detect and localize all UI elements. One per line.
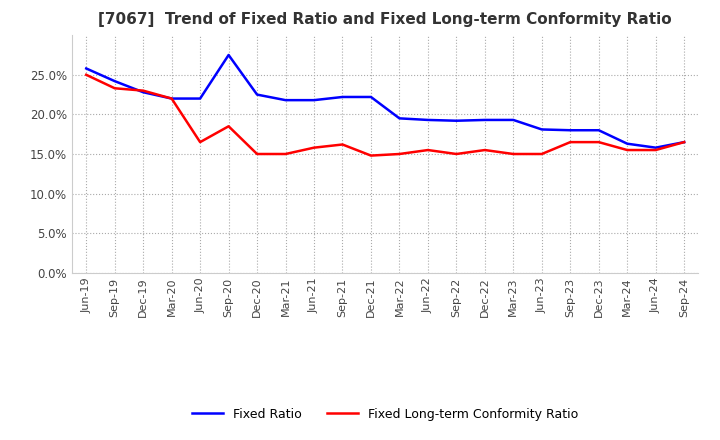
Fixed Ratio bbox=[395, 116, 404, 121]
Fixed Long-term Conformity Ratio bbox=[310, 145, 318, 150]
Fixed Long-term Conformity Ratio bbox=[282, 151, 290, 157]
Fixed Ratio bbox=[595, 128, 603, 133]
Fixed Ratio bbox=[652, 145, 660, 150]
Fixed Ratio bbox=[366, 94, 375, 99]
Fixed Long-term Conformity Ratio bbox=[395, 151, 404, 157]
Fixed Long-term Conformity Ratio bbox=[509, 151, 518, 157]
Fixed Long-term Conformity Ratio bbox=[680, 139, 688, 145]
Fixed Ratio bbox=[282, 98, 290, 103]
Fixed Long-term Conformity Ratio bbox=[480, 147, 489, 153]
Fixed Ratio bbox=[167, 96, 176, 101]
Fixed Ratio bbox=[509, 117, 518, 123]
Legend: Fixed Ratio, Fixed Long-term Conformity Ratio: Fixed Ratio, Fixed Long-term Conformity … bbox=[187, 403, 583, 425]
Title: [7067]  Trend of Fixed Ratio and Fixed Long-term Conformity Ratio: [7067] Trend of Fixed Ratio and Fixed Lo… bbox=[99, 12, 672, 27]
Fixed Long-term Conformity Ratio bbox=[139, 88, 148, 93]
Fixed Ratio bbox=[423, 117, 432, 123]
Fixed Ratio bbox=[452, 118, 461, 123]
Fixed Long-term Conformity Ratio bbox=[196, 139, 204, 145]
Fixed Long-term Conformity Ratio bbox=[167, 96, 176, 101]
Fixed Ratio bbox=[680, 139, 688, 145]
Fixed Long-term Conformity Ratio bbox=[537, 151, 546, 157]
Fixed Ratio bbox=[623, 141, 631, 147]
Fixed Long-term Conformity Ratio bbox=[366, 153, 375, 158]
Fixed Ratio bbox=[338, 94, 347, 99]
Fixed Long-term Conformity Ratio bbox=[652, 147, 660, 153]
Fixed Ratio bbox=[480, 117, 489, 123]
Line: Fixed Long-term Conformity Ratio: Fixed Long-term Conformity Ratio bbox=[86, 75, 684, 156]
Fixed Long-term Conformity Ratio bbox=[566, 139, 575, 145]
Line: Fixed Ratio: Fixed Ratio bbox=[86, 55, 684, 148]
Fixed Long-term Conformity Ratio bbox=[225, 124, 233, 129]
Fixed Ratio bbox=[110, 78, 119, 84]
Fixed Ratio bbox=[139, 90, 148, 95]
Fixed Long-term Conformity Ratio bbox=[595, 139, 603, 145]
Fixed Ratio bbox=[253, 92, 261, 97]
Fixed Long-term Conformity Ratio bbox=[110, 86, 119, 91]
Fixed Long-term Conformity Ratio bbox=[423, 147, 432, 153]
Fixed Ratio bbox=[225, 52, 233, 58]
Fixed Ratio bbox=[196, 96, 204, 101]
Fixed Ratio bbox=[82, 66, 91, 71]
Fixed Long-term Conformity Ratio bbox=[338, 142, 347, 147]
Fixed Ratio bbox=[566, 128, 575, 133]
Fixed Long-term Conformity Ratio bbox=[623, 147, 631, 153]
Fixed Long-term Conformity Ratio bbox=[253, 151, 261, 157]
Fixed Ratio bbox=[537, 127, 546, 132]
Fixed Long-term Conformity Ratio bbox=[452, 151, 461, 157]
Fixed Long-term Conformity Ratio bbox=[82, 72, 91, 77]
Fixed Ratio bbox=[310, 98, 318, 103]
